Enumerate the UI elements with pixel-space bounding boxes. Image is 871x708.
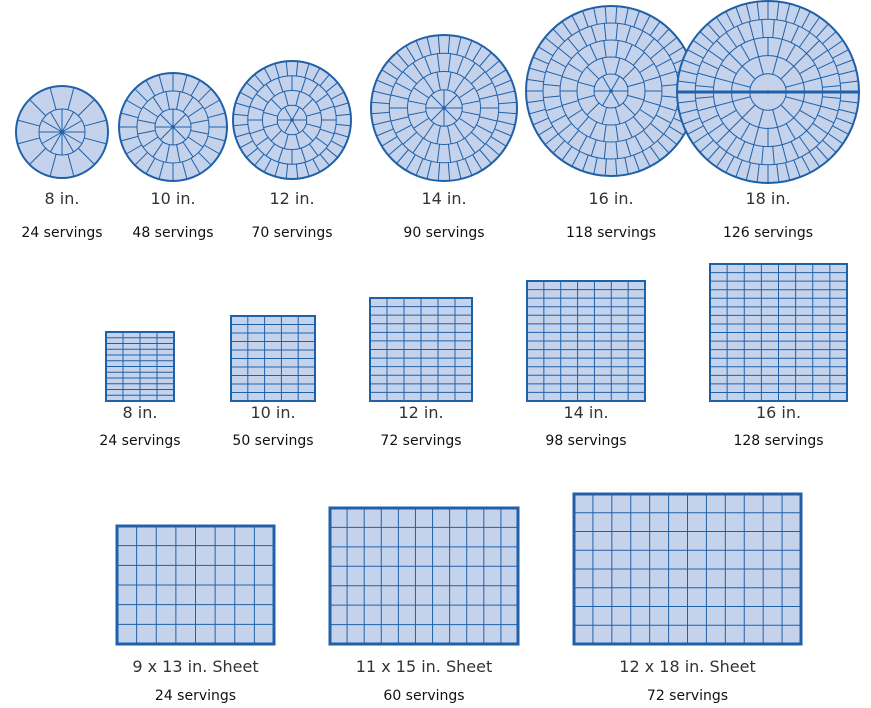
square-servings-label: 98 servings [545,433,627,449]
square-cake-3 [369,297,473,402]
square-cake-2 [230,315,316,402]
round-size-label: 8 in. [44,189,80,208]
round-cake-5 [525,5,697,177]
round-cake-1 [15,85,109,179]
round-servings-label: 90 servings [403,225,485,241]
round-cake-6 [676,0,860,184]
sheet-cake-2 [328,506,520,646]
round-size-label: 16 in. [588,189,634,208]
square-size-label: 8 in. [122,403,158,422]
round-servings-label: 126 servings [722,225,814,241]
square-cake-5 [709,263,848,402]
round-servings-label: 70 servings [251,225,333,241]
square-cake-1 [105,331,175,402]
round-size-label: 10 in. [150,189,196,208]
square-size-label: 16 in. [755,403,802,422]
square-servings-label: 50 servings [232,433,314,449]
round-size-label: 12 in. [269,189,315,208]
square-cake-4 [526,280,646,402]
round-cake-4 [370,34,518,182]
square-size-label: 14 in. [563,403,609,422]
round-size-label: 18 in. [745,189,791,208]
round-servings-label: 24 servings [21,225,103,241]
sheet-cake-1 [115,524,276,646]
sheet-cake-3 [572,492,803,646]
round-cake-3 [232,60,352,180]
round-servings-label: 118 servings [565,225,657,241]
sheet-servings-label: 24 servings [154,688,237,704]
square-servings-label: 128 servings [733,433,824,449]
sheet-size-label: 12 x 18 in. Sheet [619,657,756,676]
round-size-label: 14 in. [421,189,467,208]
sheet-servings-label: 72 servings [646,688,729,704]
round-servings-label: 48 servings [132,225,214,241]
round-cake-2 [118,72,228,182]
square-servings-label: 24 servings [99,433,181,449]
sheet-servings-label: 60 servings [383,688,465,704]
square-size-label: 12 in. [398,403,444,422]
sheet-size-label: 9 x 13 in. Sheet [132,657,259,676]
sheet-size-label: 11 x 15 in. Sheet [355,657,493,676]
square-servings-label: 72 servings [380,433,462,449]
square-size-label: 10 in. [250,403,296,422]
